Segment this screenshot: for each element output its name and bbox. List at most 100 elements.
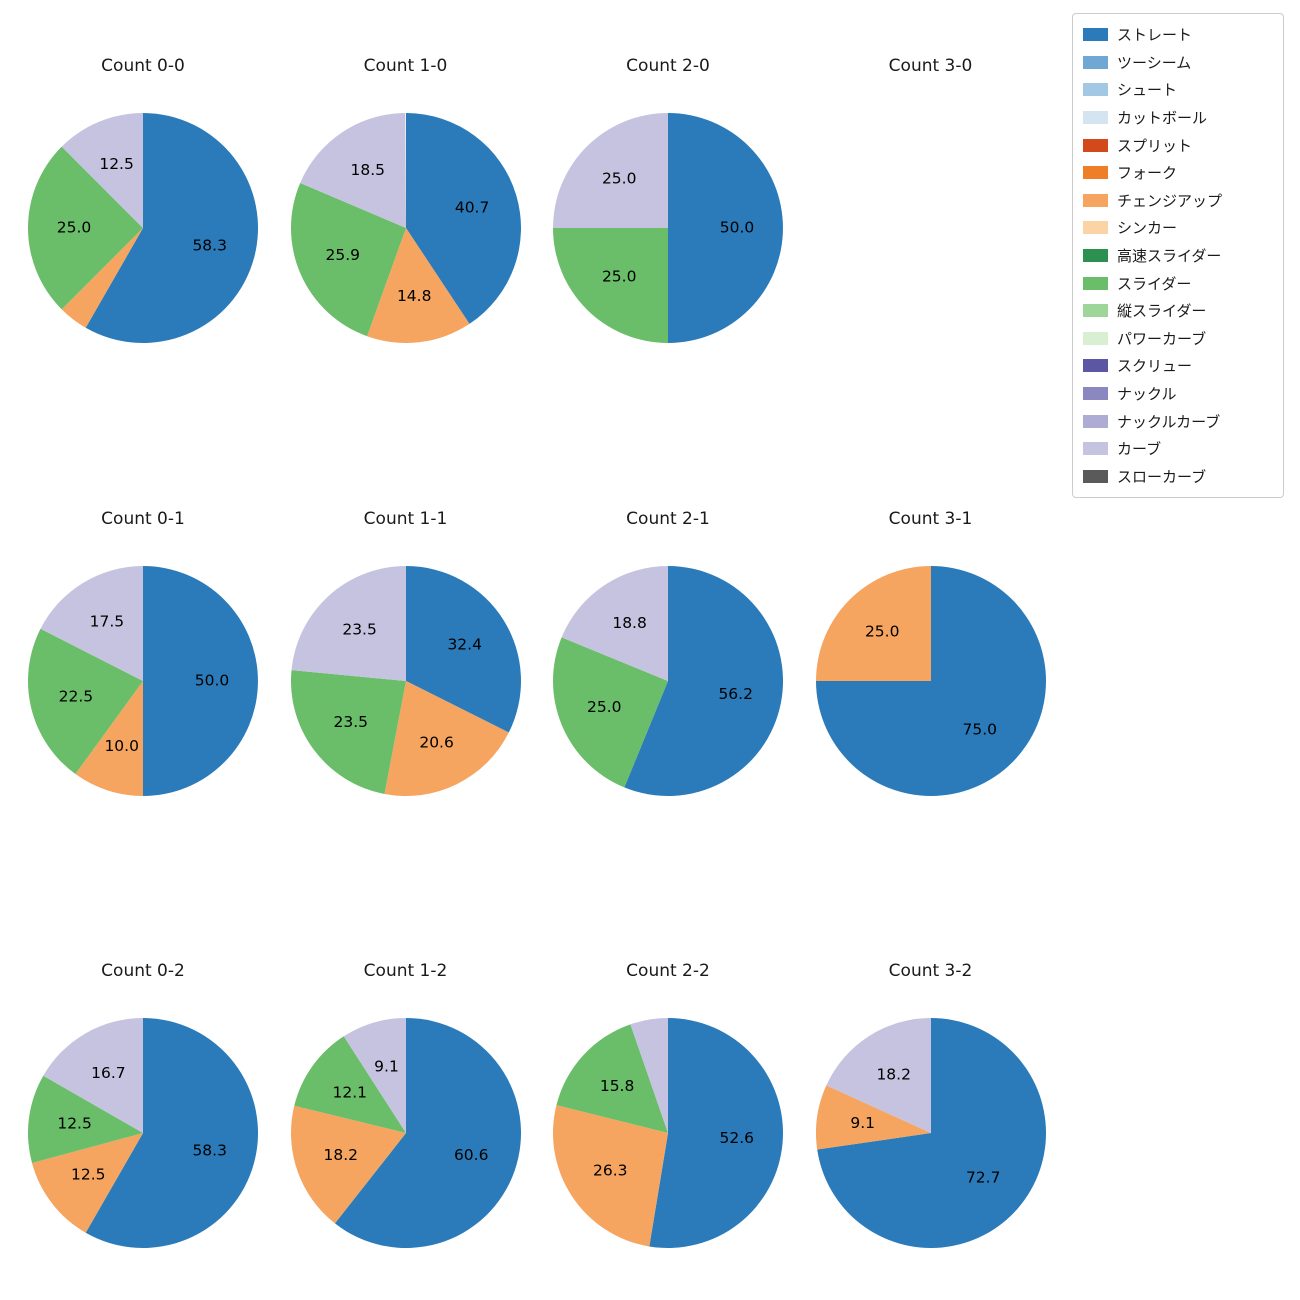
legend-swatch — [1083, 28, 1108, 42]
legend-item: スライダー — [1073, 269, 1283, 297]
pie-percent-label: 25.0 — [57, 219, 92, 237]
legend-swatch — [1083, 55, 1108, 69]
legend-label: シュート — [1117, 81, 1178, 100]
pie-slice — [815, 565, 931, 681]
legend-item: カットボール — [1073, 104, 1283, 132]
pie-percent-label: 18.2 — [323, 1146, 358, 1164]
pie-slice — [290, 1105, 406, 1224]
legend-label: 高速スライダー — [1117, 247, 1222, 266]
legend-label: スプリット — [1117, 136, 1193, 155]
pie-title: Count 3-1 — [888, 508, 973, 529]
legend-label: ナックル — [1117, 385, 1177, 404]
legend-label: スライダー — [1117, 274, 1192, 293]
pie-slice — [61, 228, 143, 328]
pie-percent-label: 25.0 — [602, 170, 637, 188]
legend-item: シンカー — [1073, 214, 1283, 242]
pie-title: Count 2-2 — [626, 961, 710, 981]
legend-swatch — [1083, 221, 1108, 235]
legend-swatch — [1083, 331, 1108, 345]
pie-slice — [343, 1018, 406, 1133]
legend-swatch — [1083, 387, 1108, 401]
pie-slice — [28, 628, 143, 774]
pie-percent-label: 58.3 — [192, 1141, 227, 1159]
pie-chart: 58.3 12.5 12.5 16.7 — [28, 1018, 258, 1248]
pie-percent-label: 15.8 — [600, 1077, 635, 1095]
pie-percent-label: 25.0 — [864, 622, 899, 640]
pie-slice — [816, 1018, 1046, 1248]
legend-label: ストレート — [1117, 26, 1193, 45]
pie-title: Count 3-0 — [888, 56, 973, 76]
pie-slice — [61, 113, 143, 228]
pie-percent-label: 25.0 — [587, 698, 622, 716]
pie-percent-label: 56.2 — [718, 684, 753, 702]
pie-slice — [366, 228, 469, 343]
legend-swatch — [1083, 166, 1108, 180]
legend-label: ツーシーム — [1117, 53, 1192, 72]
pie-percent-label: 18.8 — [612, 614, 647, 632]
pie-percent-label: 25.9 — [325, 246, 360, 264]
legend-item: シュート — [1073, 76, 1283, 104]
pie-percent-label: 25.0 — [602, 267, 637, 285]
pie-percent-label: 12.5 — [57, 1115, 92, 1133]
pie-percent-label: 12.1 — [332, 1084, 367, 1102]
pie-percent-label: 75.0 — [962, 720, 997, 738]
pie-slice — [815, 1085, 931, 1150]
pie-slice — [553, 228, 668, 343]
pie-percent-label: 23.5 — [342, 620, 377, 638]
legend-item: カーブ — [1073, 435, 1283, 463]
pie-chart: 75.0 25.0 — [815, 565, 1046, 796]
pie-slice — [28, 146, 143, 310]
pie-title: Count 2-0 — [626, 56, 710, 76]
legend-swatch — [1083, 469, 1108, 483]
pie-chart: 50.0 25.0 25.0 — [553, 113, 783, 343]
legend-label: 縦スライダー — [1117, 302, 1207, 321]
pie-slice — [405, 113, 521, 324]
pie-slice — [825, 1018, 931, 1133]
legend-item: スプリット — [1073, 131, 1283, 159]
pie-percent-label: 17.5 — [90, 612, 125, 630]
pie-slice — [556, 1024, 668, 1133]
pie-percent-label: 12.5 — [71, 1166, 106, 1184]
pie-slice — [334, 1018, 521, 1248]
pie-slice — [624, 565, 783, 796]
legend-label: チェンジアップ — [1117, 191, 1223, 210]
pie-percent-label: 12.5 — [99, 155, 134, 173]
legend-swatch — [1083, 442, 1108, 456]
pie-slice — [668, 113, 783, 343]
legend-item: フォーク — [1073, 159, 1283, 187]
legend-swatch — [1083, 414, 1108, 428]
pie-percent-label: 18.5 — [350, 161, 385, 179]
pie-slice — [290, 669, 406, 794]
legend-item: ナックル — [1073, 380, 1283, 408]
legend-swatch — [1083, 249, 1108, 263]
legend-item: スローカーブ — [1073, 463, 1283, 491]
pie-percent-label: 50.0 — [195, 671, 230, 689]
pie-percent-label: 22.5 — [59, 687, 94, 705]
legend-item: 高速スライダー — [1073, 242, 1283, 270]
legend-swatch — [1083, 276, 1108, 290]
pie-title: Count 3-2 — [888, 961, 973, 981]
pie-percent-label: 14.8 — [396, 287, 431, 305]
pie-title: Count 0-1 — [101, 508, 185, 529]
pie-title: Count 0-2 — [101, 961, 185, 981]
pie-chart: 50.0 10.0 22.5 17.5 — [28, 565, 258, 796]
pie-percent-label: 50.0 — [720, 219, 755, 237]
pie-title: Count 2-1 — [626, 508, 710, 529]
pie-chart: 72.7 9.1 18.2 — [815, 1018, 1046, 1248]
pie-slice — [290, 182, 406, 337]
legend-label: カーブ — [1117, 440, 1162, 459]
pie-slice — [383, 680, 509, 796]
pie-percent-label: 16.7 — [91, 1064, 126, 1082]
pie-percent-label: 18.2 — [876, 1066, 911, 1084]
pie-chart: 32.4 20.6 23.5 23.5 — [290, 565, 521, 796]
pie-slice — [85, 1018, 258, 1248]
legend-swatch — [1083, 359, 1108, 373]
legend-item: スクリュー — [1073, 352, 1283, 380]
pie-title: Count 1-1 — [363, 508, 448, 529]
pie-percent-label: 72.7 — [965, 1169, 1000, 1187]
pie-slice — [291, 565, 406, 681]
legend-item: ストレート — [1073, 21, 1283, 49]
legend: ストレートツーシームシュートカットボールスプリットフォークチェンジアップシンカー… — [1072, 13, 1284, 499]
pie-slice — [630, 1018, 668, 1133]
legend-label: フォーク — [1117, 164, 1178, 183]
